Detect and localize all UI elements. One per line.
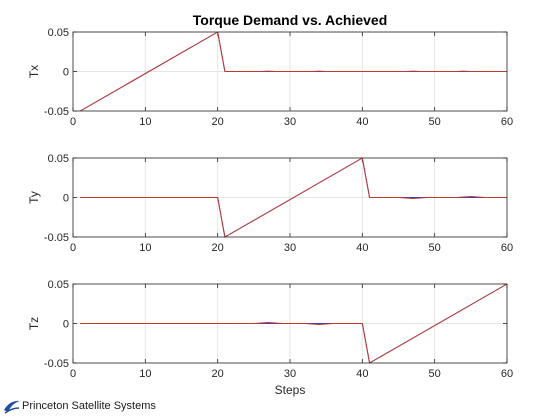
y-axis-label: Tz <box>27 317 41 330</box>
x-tick-label: 10 <box>139 242 151 254</box>
y-axis-label: Ty <box>27 191 41 204</box>
x-tick-label: 50 <box>429 242 441 254</box>
achieved-line <box>80 157 507 238</box>
x-tick-label: 40 <box>356 242 368 254</box>
y-tick-label: -0.05 <box>44 358 69 370</box>
x-tick-label: 10 <box>139 116 151 128</box>
x-tick-label: 30 <box>284 368 296 380</box>
x-tick-label: 20 <box>212 116 224 128</box>
y-tick-label: 0.05 <box>48 27 69 39</box>
x-tick-label: 0 <box>70 242 76 254</box>
y-tick-label: 0 <box>63 193 69 205</box>
x-tick-label: 0 <box>70 368 76 380</box>
axes-box <box>72 31 508 112</box>
x-tick-label: 0 <box>70 116 76 128</box>
y-tick-label: 0 <box>63 67 69 79</box>
x-tick-label: 50 <box>429 368 441 380</box>
x-tick-label: 50 <box>429 116 441 128</box>
x-tick-label: 40 <box>356 368 368 380</box>
y-tick-label: -0.05 <box>44 106 69 118</box>
x-tick-label: 30 <box>284 242 296 254</box>
logo-swoosh-icon <box>4 400 20 414</box>
y-tick-label: -0.05 <box>44 232 69 244</box>
axes-box <box>72 283 508 364</box>
y-tick-label: 0 <box>63 319 69 331</box>
axes-box <box>72 157 508 238</box>
chart-title: Torque Demand vs. Achieved <box>193 12 388 28</box>
logo-text: Princeton Satellite Systems <box>22 400 156 412</box>
achieved-line <box>80 283 508 364</box>
achieved-line <box>79 31 507 112</box>
x-tick-label: 30 <box>284 116 296 128</box>
x-axis-label: Steps <box>275 383 306 397</box>
x-tick-label: 60 <box>501 368 513 380</box>
company-logo: Princeton Satellite Systems <box>2 394 156 418</box>
x-tick-label: 20 <box>212 242 224 254</box>
x-tick-label: 20 <box>212 368 224 380</box>
x-tick-label: 60 <box>501 242 513 254</box>
y-tick-label: 0.05 <box>48 153 69 165</box>
y-axis-label: Tx <box>27 65 41 78</box>
y-tick-label: 0.05 <box>48 279 69 291</box>
x-tick-label: 40 <box>356 116 368 128</box>
x-tick-label: 10 <box>139 368 151 380</box>
x-tick-label: 60 <box>501 116 513 128</box>
